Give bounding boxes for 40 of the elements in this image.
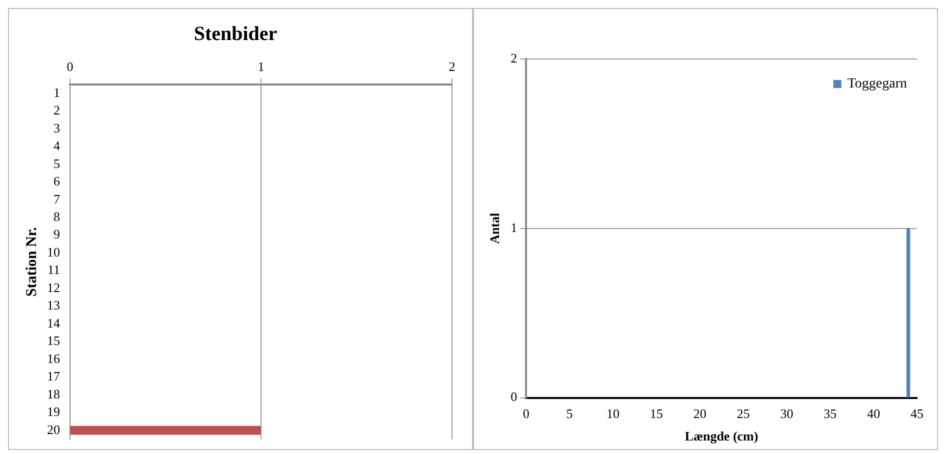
- y-axis-title: Station Nr.: [24, 226, 40, 297]
- x-tick-label: 25: [736, 406, 750, 422]
- x-tick-label: 45: [910, 406, 924, 422]
- y-tick-label: 15: [47, 333, 60, 348]
- y-tick-label: 4: [54, 138, 60, 154]
- y-tick-label: 18: [47, 386, 60, 402]
- x-tick-label: 35: [824, 406, 837, 422]
- legend-label: Toggegarn: [847, 76, 908, 92]
- y-tick-label: 13: [47, 298, 60, 313]
- y-axis-title: Antal: [487, 212, 502, 244]
- y-tick-label: 12: [47, 280, 60, 295]
- y-tick-label: 5: [54, 156, 60, 171]
- x-tick-label: 0: [522, 406, 530, 422]
- y-tick-label: 7: [54, 191, 60, 206]
- x-tick-label: 15: [650, 406, 663, 422]
- y-tick-label: 6: [54, 174, 60, 189]
- x-tick-label: 20: [693, 406, 706, 422]
- y-tick-label: 16: [47, 350, 60, 366]
- y-tick-label: 19: [47, 404, 60, 420]
- y-tick-label: 8: [54, 208, 60, 224]
- x-tick-label: 10: [606, 406, 620, 422]
- y-tick-label: 1: [54, 84, 60, 100]
- x-tick-label: 40: [867, 406, 880, 422]
- y-tick-label: 10: [47, 244, 60, 260]
- x-axis-title: Længde (cm): [684, 428, 758, 444]
- x-tick-label: 30: [780, 406, 794, 422]
- x-tick-label: 0: [66, 59, 74, 74]
- x-tick-label: 5: [566, 406, 573, 422]
- x-tick-label: 2: [448, 59, 456, 74]
- y-tick-label: 2: [54, 102, 60, 118]
- y-tick-label: 14: [47, 315, 60, 330]
- y-tick-label: 11: [47, 262, 60, 278]
- y-tick-label: 17: [47, 368, 60, 384]
- y-tick-label: 20: [47, 422, 60, 437]
- y-tick-label: 1: [510, 220, 518, 235]
- x-tick-label: 1: [258, 59, 264, 74]
- y-tick-label: 0: [510, 389, 518, 404]
- y-tick-label: 9: [54, 226, 60, 242]
- chart-title: Stenbider: [194, 23, 278, 46]
- y-tick-label: 3: [54, 120, 60, 136]
